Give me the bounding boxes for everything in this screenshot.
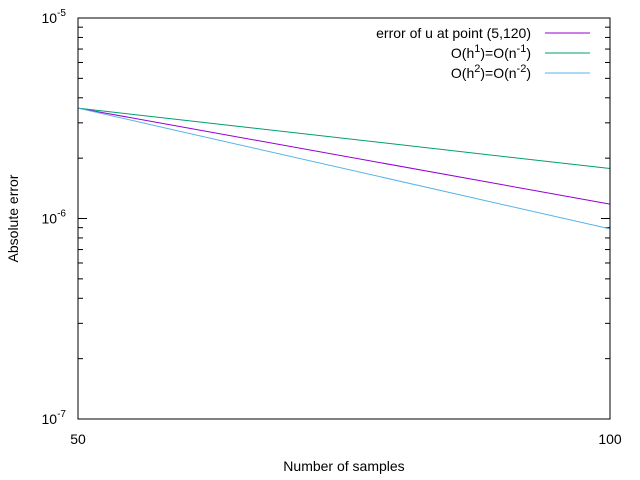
y-tick-label-base: 10 (42, 411, 58, 427)
x-tick-labels: 50 100 (70, 431, 622, 447)
series-line-1 (77, 107, 611, 205)
y-tick-label: 10-7 (42, 409, 67, 427)
legend-label-1: error of u at point (5,120) (376, 25, 531, 41)
legend: error of u at point (5,120)O(h1)=O(n-1)O… (376, 25, 590, 81)
series-lines (77, 107, 611, 230)
y-tick-label: 10-6 (42, 209, 67, 227)
legend-label-part: -1 (517, 43, 527, 55)
y-tick-label-base: 10 (42, 211, 58, 227)
x-axis-label: Number of samples (283, 458, 404, 474)
legend-label-part: )=O(n (480, 45, 516, 61)
x-tick-label: 50 (70, 431, 86, 447)
y-tick-label: 10-5 (42, 8, 67, 26)
legend-label-part: -2 (517, 63, 527, 75)
legend-label-part: ) (526, 65, 531, 81)
legend-label-part: )=O(n (480, 65, 516, 81)
x-tick-label: 100 (598, 431, 622, 447)
legend-label-part: O(h (451, 65, 474, 81)
plot-frame (77, 17, 611, 420)
y-tick-label-exponent: -7 (57, 409, 66, 420)
series-line-2 (77, 107, 611, 170)
y-tick-label-base: 10 (42, 10, 58, 26)
legend-label-part: 2 (474, 63, 480, 75)
legend-label-3: O(h2)=O(n-2) (451, 63, 531, 81)
legend-label-part: O(h (451, 45, 474, 61)
y-tick-label-exponent: -5 (57, 8, 66, 19)
y-axis-label: Absolute error (5, 174, 21, 262)
legend-label-2: O(h1)=O(n-1) (451, 43, 531, 61)
series-line-3 (77, 107, 611, 230)
legend-label-part: 1 (474, 43, 480, 55)
legend-label-part: ) (526, 45, 531, 61)
legend-label-part: error of u at point (5,120) (376, 25, 531, 41)
y-tick-labels: 10-710-610-5 (42, 8, 67, 427)
y-tick-label-exponent: -6 (57, 209, 66, 220)
